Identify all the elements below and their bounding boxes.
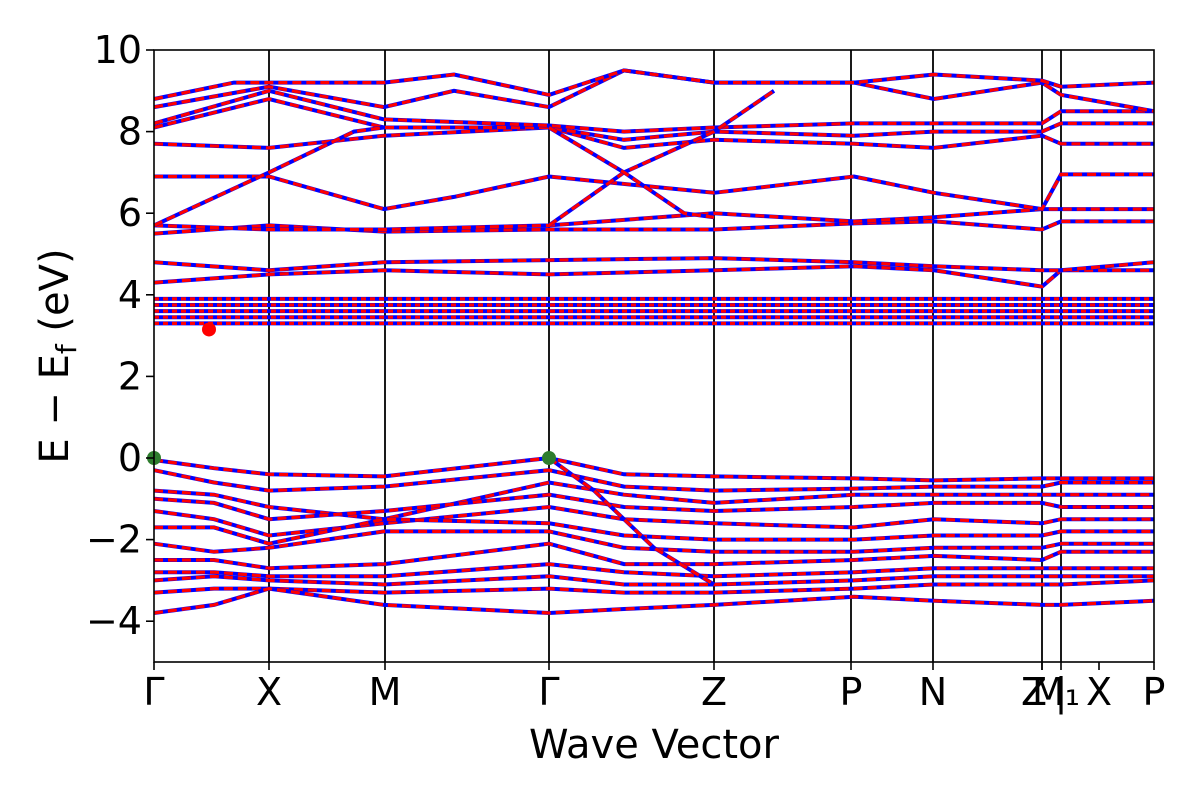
- band-line-spin-down: [153, 96, 1154, 142]
- x-tick-label: P: [1143, 670, 1166, 714]
- band-line-spin-up: [153, 529, 1154, 554]
- band-line-spin-up: [153, 125, 1154, 150]
- y-tick-label: 0: [118, 436, 142, 480]
- y-tick-label: −4: [86, 599, 142, 643]
- band-line-spin-up: [154, 562, 1154, 578]
- y-tick-label: −2: [86, 518, 142, 562]
- x-tick-label: N: [919, 670, 947, 714]
- y-axis-title-main: E − E: [32, 354, 78, 464]
- x-tick-label: X: [256, 670, 282, 714]
- band-line-spin-up: [153, 97, 1154, 142]
- x-axis: Γ X M Γ Z P N ZM₁| X P: [143, 662, 1165, 715]
- y-axis-title: E − Ef (eV): [32, 248, 83, 463]
- band-line-spin-down: [153, 256, 1155, 273]
- plot-frame: [153, 49, 1155, 663]
- band-line-spin-down: [153, 455, 1154, 483]
- band-line-spin-up: [153, 493, 1154, 521]
- band-line-spin-up: [548, 89, 775, 227]
- x-tick-label: Γ: [538, 670, 559, 714]
- band-line-spin-down: [153, 88, 1154, 134]
- y-tick-label: 6: [118, 191, 142, 235]
- cbm-marker: [202, 322, 216, 337]
- band-line-spin-up: [153, 586, 1155, 615]
- band-line-spin-up: [153, 578, 1155, 595]
- x-tick-label: M₁: [1032, 670, 1080, 714]
- y-axis-title-unit: (eV): [32, 248, 78, 344]
- x-tick-label: X: [1086, 670, 1112, 714]
- band-line-spin-up: [153, 505, 1154, 538]
- x-tick-label: |: [1055, 670, 1068, 715]
- plot-area: [147, 50, 1155, 662]
- band-line-spin-up: [153, 468, 1154, 493]
- x-axis-title: Wave Vector: [529, 722, 780, 768]
- band-line-spin-up: [154, 172, 1154, 211]
- band-line-spin-up: [153, 125, 385, 227]
- y-tick-label: 8: [118, 110, 142, 154]
- vbm-gamma-2-marker: [542, 451, 556, 465]
- x-tick-label: Γ: [143, 670, 164, 714]
- band-line-spin-up: [153, 256, 1155, 272]
- band-line-spin-up: [153, 264, 1154, 289]
- band-line-spin-up: [153, 574, 1154, 587]
- band-line-spin-up: [548, 456, 715, 586]
- x-tick-label: P: [840, 670, 863, 714]
- y-axis: −4 −2 0 2 4 6 8 10: [86, 28, 154, 643]
- y-tick-label: 2: [118, 354, 142, 398]
- x-tick-label: Z: [1021, 670, 1047, 714]
- y-tick-label: 10: [94, 28, 142, 72]
- band-line-spin-up: [153, 89, 1154, 134]
- band-line-spin-up: [153, 68, 1155, 101]
- band-line-spin-up: [153, 456, 1154, 483]
- band-line-spin-up: [153, 480, 1154, 521]
- x-tick-label: M: [369, 670, 402, 714]
- band-line-spin-up: [548, 126, 715, 219]
- band-line-spin-down: [547, 89, 776, 228]
- x-tick-label: Z: [701, 670, 727, 714]
- y-axis-title-subscript: f: [50, 343, 83, 354]
- band-line-spin-up: [153, 207, 1154, 232]
- band-line-spin-up: [154, 517, 1154, 546]
- band-line-spin-up: [154, 542, 1154, 570]
- y-tick-label: 4: [118, 273, 142, 317]
- band-line-spin-up: [153, 68, 1155, 113]
